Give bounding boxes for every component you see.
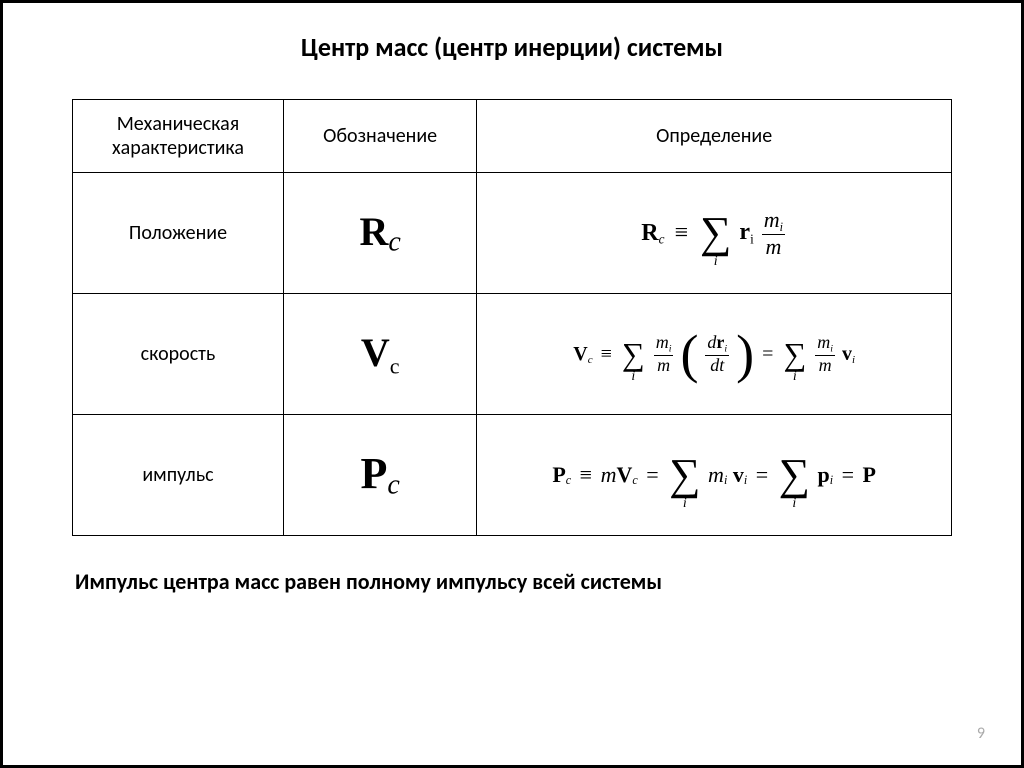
header-characteristic: Механическая характеристика: [73, 100, 284, 173]
page-title: Центр масс (центр инерции) системы: [3, 31, 1021, 63]
formula-position: Rc ≡ ∑i ri mi m: [477, 173, 952, 294]
symbol-position: Rc: [283, 173, 476, 294]
sigma-icon: ∑i: [669, 453, 700, 497]
header-notation: Обозначение: [283, 100, 476, 173]
sigma-icon: ∑i: [622, 338, 645, 370]
table-row-velocity: скорость Vc Vc ≡ ∑i mi m (: [73, 294, 952, 415]
formula-impulse: Pc ≡ mVc = ∑i mi vi = ∑i pi = P: [477, 415, 952, 536]
footer-note: Импульс центра масс равен полному импуль…: [75, 568, 1021, 595]
formula-velocity: Vc ≡ ∑i mi m ( dri dt ) =: [477, 294, 952, 415]
sigma-icon: ∑i: [700, 211, 731, 255]
label-velocity: скорость: [73, 294, 284, 415]
symbol-impulse: Pc: [283, 415, 476, 536]
label-impulse: импульс: [73, 415, 284, 536]
definitions-table: Механическая характеристика Обозначение …: [72, 99, 952, 536]
header-definition: Определение: [477, 100, 952, 173]
sigma-icon: ∑i: [783, 338, 806, 370]
table-header-row: Механическая характеристика Обозначение …: [73, 100, 952, 173]
slide-page: Центр масс (центр инерции) системы Механ…: [0, 0, 1024, 768]
table-row-position: Положение Rc Rc ≡ ∑i ri mi m: [73, 173, 952, 294]
page-number: 9: [977, 724, 985, 743]
label-position: Положение: [73, 173, 284, 294]
symbol-velocity: Vc: [283, 294, 476, 415]
table-row-impulse: импульс Pc Pc ≡ mVc = ∑i mi vi = ∑i: [73, 415, 952, 536]
sigma-icon: ∑i: [779, 453, 810, 497]
